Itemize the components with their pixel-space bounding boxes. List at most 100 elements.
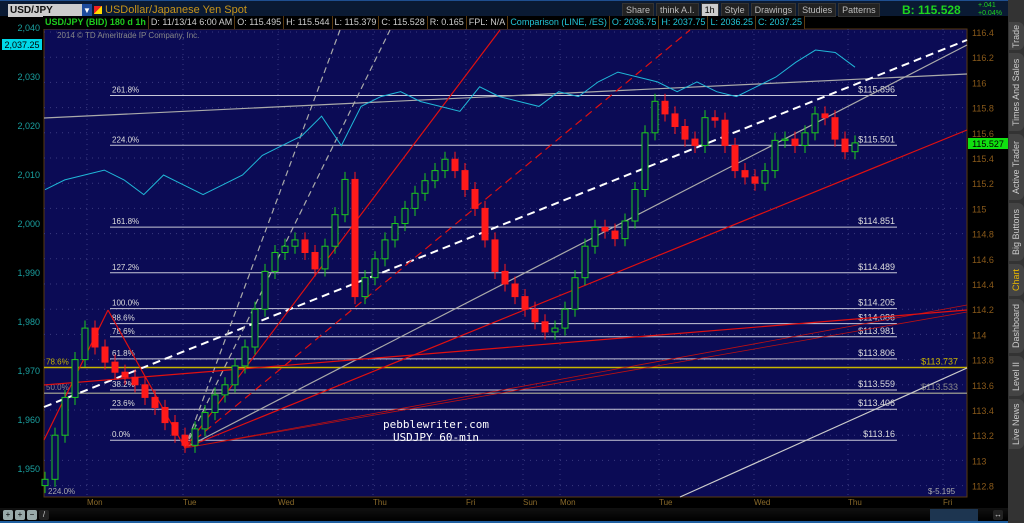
sidebar-tab-dashboard[interactable]: Dashboard [1009, 299, 1024, 353]
right-tick-label: 116.2 [972, 53, 994, 63]
symbol-link-icon[interactable] [94, 6, 102, 14]
trendline[interactable] [679, 367, 968, 498]
think-ai-button[interactable]: think A.I. [656, 3, 699, 17]
sidebar-tab-level-ii[interactable]: Level II [1009, 356, 1024, 396]
trendline[interactable] [184, 44, 968, 449]
right-tick-label: 112.8 [972, 482, 994, 492]
fib-percent-label: 50.0% [46, 383, 69, 392]
left-tick-label: 1,980 [17, 317, 40, 327]
comparison-open: O: 2036.75 [610, 16, 660, 29]
last-price-badge [968, 138, 1008, 149]
fib-price-label: $113.981 [858, 326, 895, 336]
left-tick-label: 1,950 [17, 464, 40, 474]
fpl-value: FPL: N/A [467, 16, 509, 29]
x-tick-label: Mon [87, 498, 103, 507]
watermark: pebblewriter.com USDJPY 60-min [383, 418, 489, 444]
candle [181, 434, 189, 446]
candle [151, 396, 159, 408]
candle [571, 277, 579, 310]
trendline[interactable] [184, 29, 341, 449]
timeframe-button[interactable]: 1h [700, 3, 719, 17]
x-tick-label: Wed [278, 498, 294, 507]
comparison-price-badge [2, 39, 42, 50]
sidebar-tab-big-buttons[interactable]: Big Buttons [1009, 203, 1024, 261]
studies-button[interactable]: Studies [798, 3, 837, 17]
candle [111, 361, 119, 373]
zoom-out-icon[interactable]: − [27, 510, 37, 520]
candle [141, 384, 149, 398]
fib-price-label: $114.489 [858, 262, 895, 272]
x-tick-label: Thu [373, 498, 387, 507]
close-value: C: 115.528 [379, 16, 428, 29]
candle [41, 478, 49, 487]
candle [611, 230, 619, 240]
scrollbar-thumb[interactable] [930, 509, 978, 521]
symbol-input[interactable]: USD/JPY [8, 4, 82, 17]
comparison-high: H: 2037.75 [659, 16, 709, 29]
open-value: O: 115.495 [235, 16, 285, 29]
comparison-close: C: 2037.25 [756, 16, 806, 29]
sidebar-tab-live-news[interactable]: Live News [1009, 399, 1024, 449]
trendline[interactable] [184, 304, 968, 449]
sidebar-tab-active-trader[interactable]: Active Trader [1009, 134, 1024, 200]
copyright: 2014 © TD Ameritrade IP Company, Inc. [57, 31, 200, 40]
candle [601, 226, 609, 232]
fib-percent-label: 88.6% [112, 314, 135, 323]
candle [451, 158, 459, 172]
trendline[interactable] [184, 29, 391, 449]
patterns-button[interactable]: Patterns [838, 3, 880, 17]
symbol-dropdown-icon[interactable]: ▼ [82, 4, 92, 17]
candle [271, 252, 279, 272]
right-tick-label: 114 [972, 330, 986, 340]
candle [851, 142, 859, 153]
candle [51, 434, 59, 480]
left-tick-label: 2,040 [17, 23, 40, 33]
candle [401, 207, 409, 225]
trendline[interactable] [43, 39, 968, 408]
crosshair-icon[interactable]: + [3, 510, 13, 520]
right-tick-label: 113.6 [972, 381, 994, 391]
candle [751, 176, 759, 184]
candle [551, 327, 559, 333]
style-button[interactable]: Style [720, 3, 749, 17]
candle [91, 327, 99, 348]
right-axis: 116.4 116.2 116 115.8 115.6 115.4 115.2 115 114.… [972, 28, 994, 492]
left-tick-label: 2,010 [17, 170, 40, 180]
candle [331, 214, 339, 247]
zoom-in-icon[interactable]: + [15, 510, 25, 520]
chart-toolbar: Share think A.I. 1h Style Drawings Studi… [622, 3, 880, 17]
candle [621, 220, 629, 240]
candle [321, 245, 329, 270]
candle [421, 180, 429, 194]
fib-percent-label: 78.6% [112, 327, 135, 336]
fib-percent-label: 23.6% [112, 399, 135, 408]
trendline[interactable] [184, 311, 968, 449]
sidebar-tab-trade[interactable]: Trade [1009, 22, 1024, 50]
sidebar-tab-times-and-sales[interactable]: Times And Sales [1009, 53, 1024, 131]
candle [71, 359, 79, 398]
candle [631, 189, 639, 222]
pencil-icon[interactable]: / [39, 510, 49, 520]
trendline[interactable] [184, 29, 691, 449]
right-tick-label: 116.4 [972, 28, 994, 38]
candle [771, 139, 779, 172]
candle [121, 371, 129, 378]
sidebar-tab-chart[interactable]: Chart [1009, 264, 1024, 296]
right-tick-label: 114.6 [972, 255, 994, 265]
share-button[interactable]: Share [622, 3, 655, 17]
candle [581, 245, 589, 279]
left-tick-label: 2,030 [17, 72, 40, 82]
candle [591, 226, 599, 247]
date-value: D: 11/13/14 6:00 AM [149, 16, 236, 29]
candle [61, 396, 69, 436]
candle [301, 239, 309, 253]
drawings-button[interactable]: Drawings [750, 3, 797, 17]
right-tick-label: 113.2 [972, 431, 994, 441]
fib-price-label: $113.533 [921, 382, 958, 392]
expand-icon[interactable]: ↔ [993, 510, 1003, 520]
trendline[interactable] [43, 73, 968, 119]
candle [791, 138, 799, 146]
trendline[interactable] [43, 309, 968, 386]
candle [161, 406, 169, 424]
